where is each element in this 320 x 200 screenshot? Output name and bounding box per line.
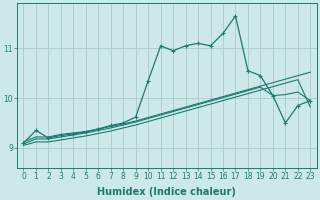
X-axis label: Humidex (Indice chaleur): Humidex (Indice chaleur) bbox=[98, 187, 236, 197]
